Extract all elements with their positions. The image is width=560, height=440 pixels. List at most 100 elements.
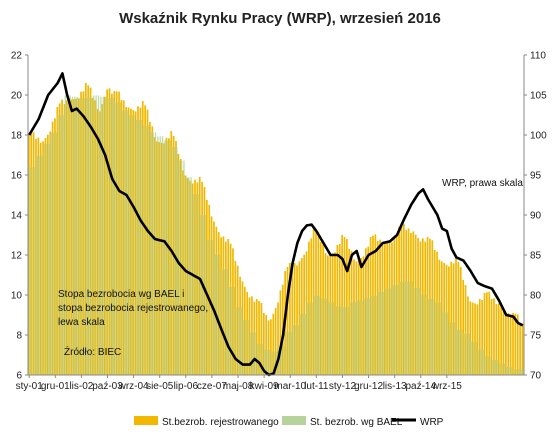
right-tick-label: 110 [530,51,546,62]
bar-bael [126,110,128,375]
bar-bael [195,193,197,375]
bar-bael [311,302,313,375]
bar-bael [157,136,159,375]
bar-bael [145,125,147,375]
bar-registered [168,138,170,375]
bar-bael [401,281,403,375]
bar-bael [344,307,347,375]
bar-registered [187,178,189,375]
bar-registered [77,98,80,376]
bar-registered [153,137,156,375]
axes-layer: 6 8 10 12 14 16 18 20 22 70 75 80 85 90 95 100 105 110 sty… [11,51,547,393]
bar-bael [290,331,292,375]
left-tick-label: 22 [11,51,23,62]
bar-registered [424,241,427,375]
bar-bael [55,132,57,375]
bar-registered [217,232,220,375]
bar-registered [215,226,218,375]
bar-bael [171,147,173,375]
bar-registered [417,238,419,375]
bar-registered [481,300,483,375]
bar-registered [462,280,465,375]
bar-bael [463,333,465,375]
bar-registered [455,257,457,375]
bar-bael [48,144,50,375]
right-tick-label: 90 [530,211,542,222]
bar-bael [470,341,472,375]
bar-registered [500,307,502,375]
bar-bael [446,312,449,375]
bar-registered [308,241,310,375]
bar-bael [188,177,190,375]
bar-registered [201,182,203,375]
bar-bael [444,312,446,375]
left-tick-label: 8 [16,331,22,342]
bar-bael [59,115,62,375]
bar-registered [158,142,161,375]
bar-bael [33,167,36,375]
bar-registered [87,85,90,375]
bar-bael [299,313,301,375]
bar-registered [220,237,222,375]
bar-bael [394,285,396,375]
bar-registered [350,251,353,375]
bar-bael [479,349,482,375]
left-tick-label: 10 [11,291,23,302]
bar-registered [229,243,232,375]
bar-registered [448,266,450,375]
bar-registered [51,121,54,375]
bar-bael [107,98,109,376]
bar-bael [301,313,304,375]
bar-registered [357,259,360,375]
bar-registered [495,304,498,375]
bar-bael [50,132,52,375]
bar-registered [303,254,305,375]
bar-bael [52,132,55,375]
bar-bael [116,102,119,375]
bar-bael [451,322,453,375]
bar-registered [507,313,510,375]
bar-bael [226,269,228,375]
bar-bael [323,298,325,375]
bar-bael [31,167,33,375]
bar-bael [83,98,85,376]
bar-bael [406,281,408,375]
bar-bael [297,325,299,375]
bar-registered [184,175,187,375]
bar-registered [305,251,308,375]
bar-bael [415,287,418,375]
legend-label-wrp: WRP [420,417,444,428]
bar-registered [39,142,42,375]
bar-bael [71,96,74,375]
bar-bael [161,136,164,375]
bar-bael [240,307,242,375]
bar-bael [520,369,522,375]
bar-registered [75,98,78,375]
bar-registered [246,292,249,375]
bar-bael [197,193,199,375]
bar-registered [493,298,495,375]
bar-registered [198,177,201,375]
bar-registered [84,83,87,375]
bar-bael [283,346,285,375]
bar-bael [256,343,259,375]
bar-bael [472,341,475,375]
bar-bael [140,119,142,375]
bar-bael [268,349,271,375]
bar-bael [373,295,375,375]
left-tick-label: 20 [11,91,23,102]
bar-registered [440,261,443,375]
bar-registered [289,263,291,375]
bar-bael [465,333,468,375]
bar-bael [342,307,344,375]
bar-registered [490,299,493,375]
bar-registered [132,110,135,375]
bar-registered [82,91,85,375]
right-tick-label: 95 [530,171,542,182]
bar-bael [74,96,76,375]
bar-bael [434,302,437,375]
bar-bael [396,285,399,375]
bar-bael [242,319,244,375]
bar-registered [32,132,35,375]
bar-bael [102,96,104,375]
